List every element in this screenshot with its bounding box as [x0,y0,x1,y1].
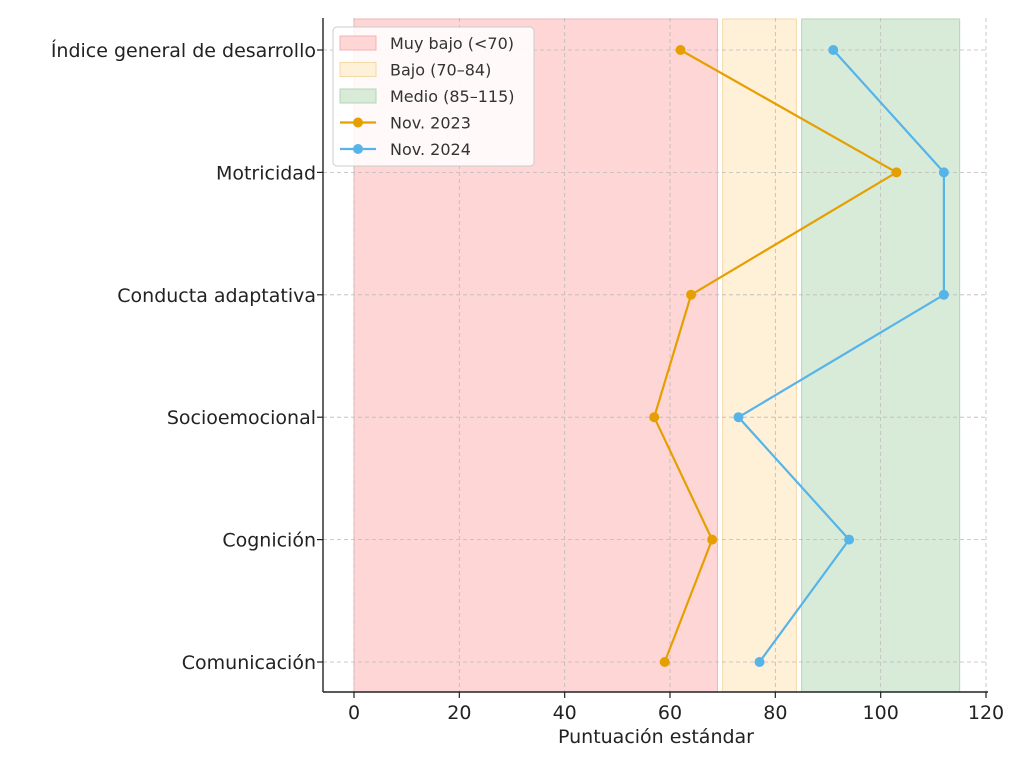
axes [322,18,988,693]
x-tick-label-5: 100 [863,702,899,724]
x-tick-label-3: 60 [658,702,682,724]
point-0-5 [659,657,670,667]
point-0-2 [686,289,697,300]
x-tick-label-0: 0 [348,702,360,724]
legend-label-4: Nov. 2024 [390,140,471,159]
point-1-2 [938,289,949,300]
y-tick-label-5: Comunicación [182,652,316,674]
x-tick-label-6: 120 [968,702,1004,724]
legend-box [332,26,535,167]
point-0-1 [891,167,902,178]
x-axis-title: Puntuación estándar [558,726,754,748]
x-tick-label-4: 80 [763,702,787,724]
x-tick-label-2: 40 [553,702,577,724]
legend-swatch-1 [339,62,377,77]
legend-label-1: Bajo (70–84) [390,61,491,80]
point-1-1 [938,167,949,178]
legend: Muy bajo (<70) Bajo (70–84) Medio (85–115)… [332,26,535,167]
y-tick-label-3: Socioemocional [167,407,316,429]
x-tick-label-1: 20 [447,702,471,724]
legend-label-0: Muy bajo (<70) [390,34,514,53]
y-tick-label-1: Motricidad [216,162,316,184]
point-1-3 [733,412,744,423]
y-tick-label-4: Cognición [222,530,316,552]
point-0-0 [675,45,686,55]
tick-labels: 0 20 40 60 80 100 120 Índice general de desarro… [51,39,1004,724]
y-tick-label-2: Conducta adaptativa [117,285,316,307]
legend-marker-3 [353,117,363,128]
point-1-5 [754,657,765,667]
legend-label-3: Nov. 2023 [390,114,471,133]
legend-label-2: Medio (85–115) [390,87,515,106]
y-tick-label-0: Índice general de desarrollo [51,39,316,62]
series-lines [649,45,949,667]
legend-marker-4 [353,144,363,154]
point-0-4 [707,534,718,545]
series-line-1 [737,49,946,663]
band-1 [722,18,797,693]
legend-swatch-0 [339,35,377,51]
point-1-4 [844,534,855,545]
point-1-0 [828,45,839,55]
grid [323,18,988,692]
legend-swatch-2 [339,88,377,104]
series-line-0 [653,49,898,663]
point-0-3 [649,412,660,423]
